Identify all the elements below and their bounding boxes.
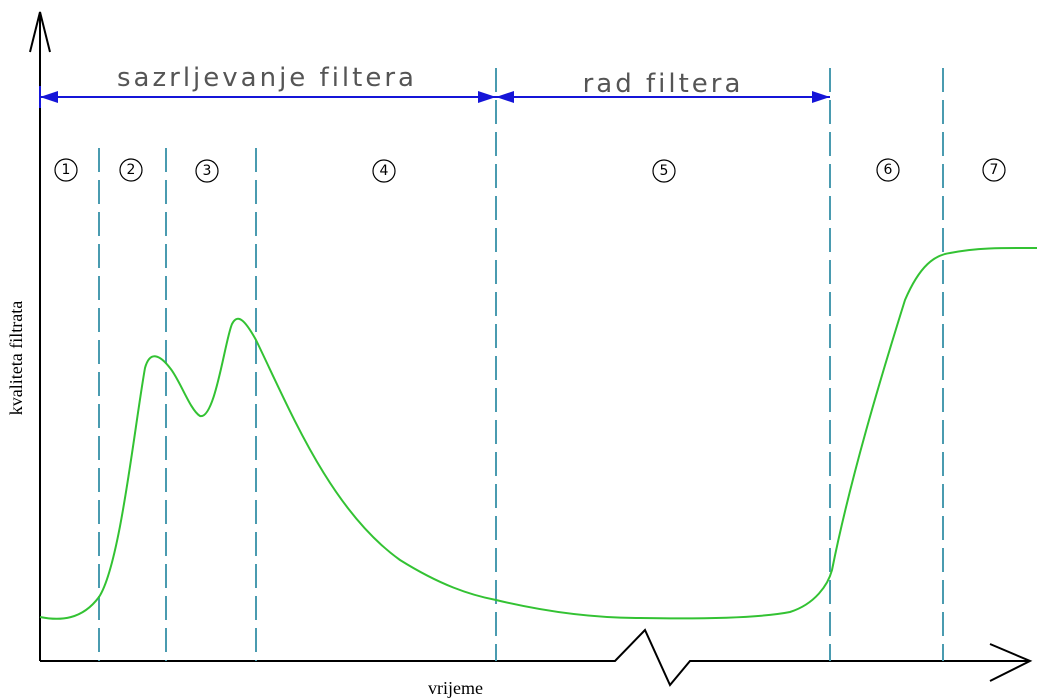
phase-label-ripening: sazrljevanje filtera [117,63,417,93]
stage-number-6: 6 [884,162,893,178]
x-axis-label: vrijeme [428,678,483,698]
stage-marker-7: 7 [982,158,1006,182]
stage-marker-2: 2 [119,158,143,182]
axes [29,11,1033,687]
arrowhead-ripening-left [40,91,58,103]
stage-number-1: 1 [62,162,71,178]
filtrate-quality-curve [39,246,1037,620]
x-axis [40,628,1033,687]
stage-number-2: 2 [127,162,136,178]
stage-marker-5: 5 [652,159,676,183]
stage-number-5: 5 [660,163,669,179]
y-axis-label: kvaliteta filtrata [6,301,26,415]
stage-marker-1: 1 [54,158,78,182]
arrowhead-operation-left [496,91,514,103]
stage-marker-4: 4 [372,159,396,183]
stage-number-7: 7 [990,162,999,178]
phase-arrows [39,86,830,108]
y-axis [29,11,51,661]
arrowhead-ripening-right [478,91,496,103]
stage-markers: 1 2 3 4 5 6 7 [54,158,1006,183]
stage-marker-3: 3 [195,159,219,183]
phase-label-operation: rad filtera [583,69,744,99]
arrowhead-operation-right [812,91,830,103]
stage-number-3: 3 [203,163,212,179]
stage-dividers [98,68,944,661]
stage-number-4: 4 [380,163,389,179]
stage-marker-6: 6 [876,158,900,182]
